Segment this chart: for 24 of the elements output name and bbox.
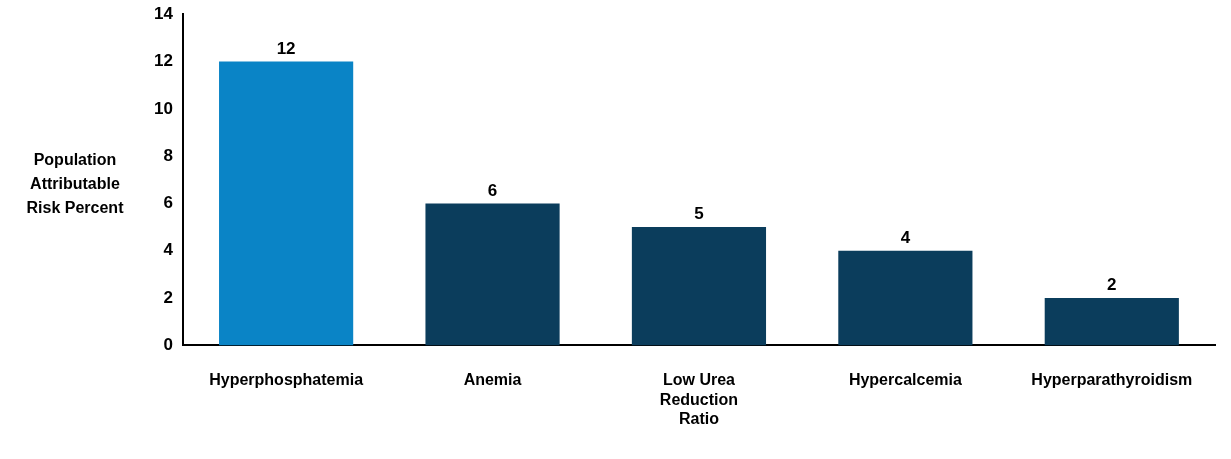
data-label: 12 — [276, 38, 296, 58]
bar — [631, 227, 767, 346]
x-tick-label: Low Urea Reduction Ratio — [659, 371, 739, 427]
y-tick-label: 6 — [163, 193, 173, 213]
y-tick-label: 10 — [153, 98, 173, 118]
data-label: 2 — [1107, 275, 1117, 295]
y-tick-label: 12 — [153, 51, 173, 71]
data-label: 4 — [900, 227, 911, 247]
bar — [1044, 298, 1179, 346]
data-label: 6 — [487, 180, 498, 200]
bar — [838, 250, 973, 346]
y-tick-label: 8 — [163, 145, 173, 165]
bar — [219, 61, 354, 346]
x-tick-label: Hypercalcemia — [848, 371, 962, 389]
y-tick-label: 14 — [153, 3, 174, 23]
x-tick-label: Hyperphosphatemia — [209, 371, 364, 389]
y-tick-label: 0 — [163, 335, 173, 355]
y-tick-label: 2 — [163, 287, 173, 307]
x-tick-label: Hyperparathyroidism — [1031, 371, 1193, 389]
data-label: 5 — [694, 204, 704, 224]
y-tick-label: 4 — [163, 240, 174, 260]
y-axis-title: Population Attributable Risk Percent — [25, 150, 125, 218]
bar — [425, 203, 560, 346]
x-tick-label: Anemia — [463, 371, 522, 389]
